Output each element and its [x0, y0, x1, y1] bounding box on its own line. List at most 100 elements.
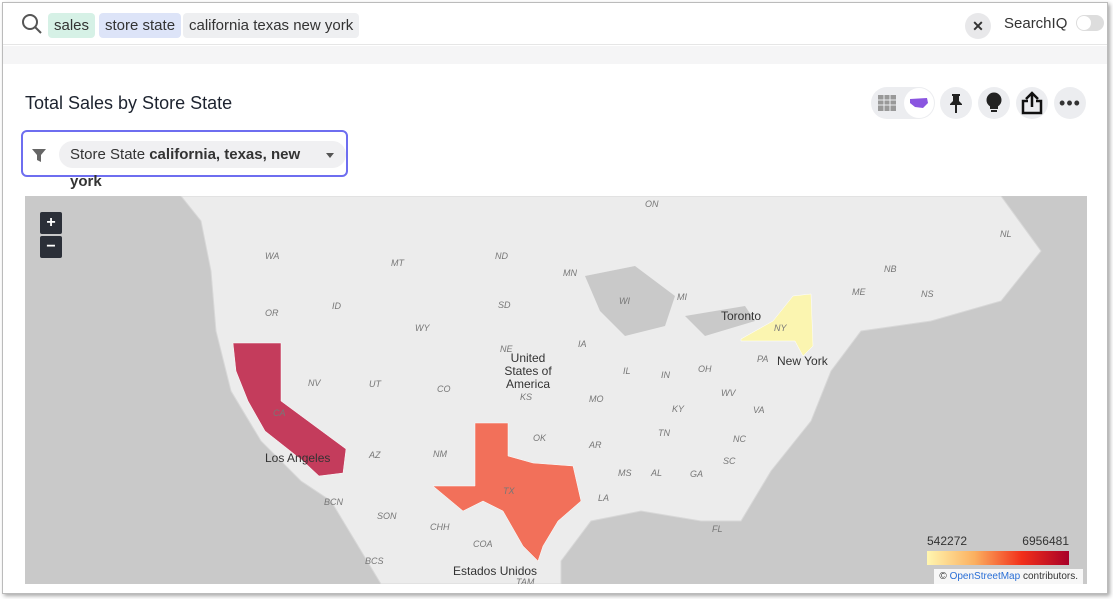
- legend-max: 6956481: [1022, 534, 1069, 548]
- map-view-button[interactable]: [904, 88, 934, 118]
- state-label: NM: [433, 449, 447, 459]
- map-canvas: [180, 196, 1042, 584]
- state-label: MT: [391, 258, 404, 268]
- state-label: ID: [332, 301, 341, 311]
- state-label: NE: [500, 344, 513, 354]
- insights-button[interactable]: [978, 87, 1010, 119]
- state-label: ON: [645, 199, 659, 209]
- filter-bar: Store State california, texas, new york: [21, 130, 348, 190]
- zoom-in-button[interactable]: +: [40, 212, 62, 234]
- filter-value: california, texas, new york: [70, 146, 301, 190]
- search-icon: [22, 14, 42, 34]
- clear-search-button[interactable]: ✕: [965, 13, 991, 39]
- map[interactable]: WA MT ND MN OR ID SD WI MI WY NE IA NV UT CO KS MO IL IN OH…: [25, 196, 1087, 584]
- land: [180, 196, 1042, 584]
- state-label: IA: [578, 339, 587, 349]
- share-button[interactable]: [1016, 87, 1048, 119]
- state-label: NY: [774, 323, 787, 333]
- state-label: MO: [589, 394, 604, 404]
- state-label: TAM: [516, 577, 535, 584]
- state-label: BCS: [365, 556, 384, 566]
- osm-link[interactable]: OpenStreetMap: [949, 571, 1021, 582]
- state-label: NS: [921, 289, 934, 299]
- state-label: IN: [661, 370, 670, 380]
- lightbulb-icon: [986, 92, 1002, 112]
- color-legend: 542272 6956481: [927, 534, 1069, 565]
- lake-east: [685, 306, 755, 336]
- searchiq-toggle[interactable]: [1076, 15, 1104, 31]
- search-token-sales[interactable]: sales: [48, 13, 96, 38]
- state-label: KS: [520, 392, 533, 402]
- state-label: NV: [308, 378, 321, 388]
- state-label: FL: [712, 524, 723, 534]
- state-label: WA: [265, 251, 280, 261]
- state-label: SD: [498, 300, 511, 310]
- place-label: Los Angeles: [265, 451, 331, 465]
- filter-chip-store-state[interactable]: Store State california, texas, new york: [59, 141, 346, 190]
- region-texas[interactable]: [432, 422, 582, 562]
- state-label: GA: [690, 469, 704, 479]
- legend-min: 542272: [927, 534, 968, 548]
- state-label: NB: [884, 264, 897, 274]
- search-bar[interactable]: sales store state california texas new y…: [3, 3, 1107, 45]
- state-label: AL: [651, 468, 663, 478]
- state-label: MN: [563, 268, 577, 278]
- lake: [585, 266, 675, 336]
- state-label: SON: [377, 511, 397, 521]
- share-icon: [1021, 91, 1043, 115]
- more-icon: •••: [1059, 92, 1081, 113]
- region-california[interactable]: [232, 342, 347, 477]
- table-icon[interactable]: [878, 95, 896, 111]
- zoom-out-button[interactable]: −: [40, 236, 62, 258]
- state-label: VA: [753, 405, 765, 415]
- state-label: ME: [852, 287, 866, 297]
- pin-icon: [950, 94, 962, 113]
- state-label: PA: [757, 354, 769, 364]
- place-label: United States of America: [504, 351, 552, 391]
- state-label: IL: [623, 366, 631, 376]
- search-token-store-state[interactable]: store state: [99, 13, 182, 38]
- attribution: © OpenStreetMap contributors.: [934, 569, 1083, 584]
- state-label: MI: [677, 292, 687, 302]
- state-label: WV: [721, 388, 736, 398]
- place-label: New York: [777, 354, 828, 368]
- state-label: WI: [619, 296, 630, 306]
- state-label: UT: [369, 379, 381, 389]
- more-button[interactable]: •••: [1054, 87, 1086, 119]
- state-label: CO: [437, 384, 451, 394]
- state-label: KY: [672, 404, 685, 414]
- place-label: Estados Unidos: [453, 564, 538, 578]
- filter-icon: [32, 149, 46, 162]
- view-toggle[interactable]: [871, 87, 935, 119]
- region-new-york[interactable]: [740, 293, 814, 357]
- state-label: SC: [723, 456, 736, 466]
- chevron-down-icon: [326, 153, 334, 162]
- filter-label: Store State: [70, 146, 146, 163]
- state-label: AR: [589, 440, 602, 450]
- state-label: WY: [415, 323, 430, 333]
- state-label: ND: [495, 251, 508, 261]
- pin-button[interactable]: [940, 87, 972, 119]
- state-label: AZ: [369, 450, 381, 460]
- attribution-suffix: contributors.: [1022, 571, 1078, 582]
- state-label: NC: [733, 434, 746, 444]
- state-label: TX: [503, 486, 515, 496]
- state-label: OH: [698, 364, 712, 374]
- state-label: CA: [273, 408, 286, 418]
- map-icon: [910, 98, 928, 108]
- state-label: MS: [618, 468, 632, 478]
- state-label: BCN: [324, 497, 344, 507]
- state-label: OR: [265, 308, 279, 318]
- chart-title: Total Sales by Store State: [25, 93, 233, 113]
- divider-band: [3, 46, 1107, 64]
- state-label: CHH: [430, 522, 450, 532]
- legend-gradient: [927, 551, 1069, 565]
- state-label: NL: [1000, 229, 1012, 239]
- state-label: COA: [473, 539, 493, 549]
- searchiq-label: SearchIQ: [1004, 15, 1068, 32]
- place-label: Toronto: [721, 309, 762, 323]
- state-label: TN: [658, 428, 670, 438]
- state-label: LA: [598, 493, 610, 503]
- search-token-value[interactable]: california texas new york: [183, 13, 360, 38]
